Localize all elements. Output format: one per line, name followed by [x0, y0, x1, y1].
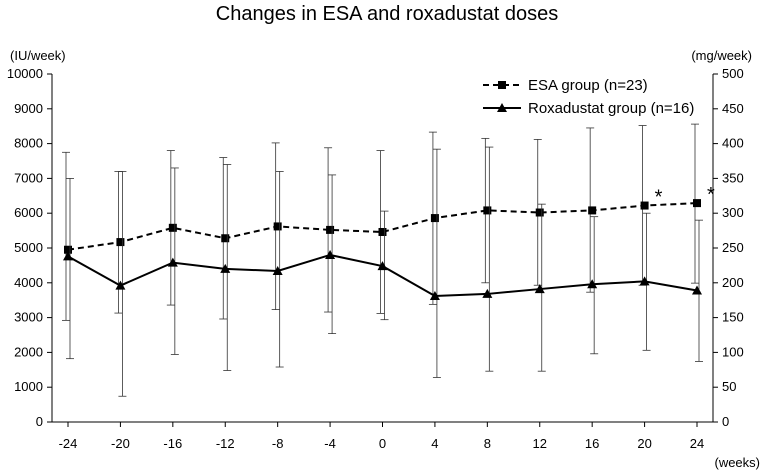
x-tick-label: 12 [533, 436, 547, 451]
data-point-roxadustat [325, 249, 336, 259]
data-point-esa [273, 222, 282, 231]
data-point-esa [326, 225, 335, 234]
data-point-esa [588, 206, 597, 215]
y-left-tick-labels: 0 1000 2000 3000 4000 5000 6000 7000 8000 9000 100… [7, 66, 52, 429]
legend-esa-label: ESA group (n=23) [528, 77, 648, 94]
y-right-tick-label: 100 [722, 344, 744, 359]
data-point-esa [535, 208, 544, 217]
x-tick-label: -20 [111, 436, 130, 451]
data-point-esa [378, 227, 387, 236]
y-right-tick-label: 350 [722, 170, 744, 185]
y-left-tick-label: 5000 [14, 240, 43, 255]
axes [51, 74, 714, 423]
data-point-roxadustat [482, 288, 493, 298]
y-left-tick-label: 4000 [14, 275, 43, 290]
x-tick-label: 8 [484, 436, 491, 451]
legend: ESA group (n=23) Roxadustat group (n=16) [483, 77, 694, 117]
data-point-esa [116, 238, 125, 247]
data-point-roxadustat [639, 276, 650, 286]
data-point-roxadustat [587, 279, 598, 289]
y-left-tick-label: 3000 [14, 310, 43, 325]
plot-area: * * [62, 123, 715, 397]
x-tick-label: 20 [637, 436, 651, 451]
y-left-tick-label: 9000 [14, 101, 43, 116]
x-tick-label: -8 [272, 436, 284, 451]
legend-esa-marker [498, 81, 506, 89]
y-left-tick-label: 0 [36, 414, 43, 429]
data-point-esa [168, 223, 177, 232]
data-point-roxadustat [272, 265, 283, 275]
series-roxadustat [63, 146, 703, 397]
data-point-esa [430, 214, 439, 223]
series-esa [62, 123, 701, 321]
x-tick-label: 16 [585, 436, 599, 451]
significance-marker: * [707, 184, 715, 206]
x-tick-label: 24 [690, 436, 704, 451]
x-tick-label: 0 [379, 436, 386, 451]
x-tick-labels: -24 -20 -16 -12 -8 -4 0 4 8 12 16 20 24 [59, 422, 704, 451]
data-point-esa [640, 201, 649, 210]
data-point-esa [221, 234, 230, 243]
y-left-tick-label: 2000 [14, 344, 43, 359]
y-right-tick-label: 500 [722, 66, 744, 81]
x-tick-label: -24 [59, 436, 78, 451]
data-point-roxadustat [429, 291, 440, 301]
data-point-roxadustat [63, 251, 73, 261]
data-point-roxadustat [220, 263, 231, 273]
x-tick-label: 4 [431, 436, 438, 451]
y-right-tick-label: 250 [722, 240, 744, 255]
series-line-esa [67, 202, 698, 251]
data-point-roxadustat [534, 284, 545, 294]
data-point-roxadustat [377, 261, 388, 271]
y-left-tick-label: 8000 [14, 136, 43, 151]
y-right-unit: (mg/week) [691, 48, 752, 63]
x-tick-label: -4 [324, 436, 336, 451]
y-left-tick-label: 6000 [14, 205, 43, 220]
y-right-tick-label: 0 [722, 414, 729, 429]
x-tick-label: -12 [216, 436, 235, 451]
significance-marker: * [655, 187, 663, 209]
data-point-esa [483, 206, 492, 215]
y-left-tick-label: 10000 [7, 66, 43, 81]
y-left-tick-label: 1000 [14, 379, 43, 394]
y-right-tick-label: 200 [722, 275, 744, 290]
y-right-tick-label: 150 [722, 310, 744, 325]
y-right-tick-label: 50 [722, 379, 736, 394]
legend-roxadustat-label: Roxadustat group (n=16) [528, 100, 694, 117]
data-point-roxadustat [692, 285, 702, 295]
data-point-esa [64, 245, 72, 254]
data-point-roxadustat [115, 280, 126, 290]
chart-title: Changes in ESA and roxadustat doses [216, 3, 558, 25]
y-left-tick-label: 7000 [14, 170, 43, 185]
y-right-tick-label: 450 [722, 101, 744, 116]
y-right-tick-label: 400 [722, 136, 744, 151]
x-unit: (weeks) [714, 455, 760, 470]
y-left-unit: (IU/week) [10, 48, 66, 63]
data-point-esa [693, 199, 701, 208]
y-right-tick-label: 300 [722, 205, 744, 220]
x-tick-label: -16 [163, 436, 182, 451]
data-point-roxadustat [167, 257, 178, 267]
y-right-tick-labels: 0 50 100 150 200 250 300 350 400 450 500 [713, 66, 744, 429]
legend-roxadustat-marker [497, 103, 507, 112]
